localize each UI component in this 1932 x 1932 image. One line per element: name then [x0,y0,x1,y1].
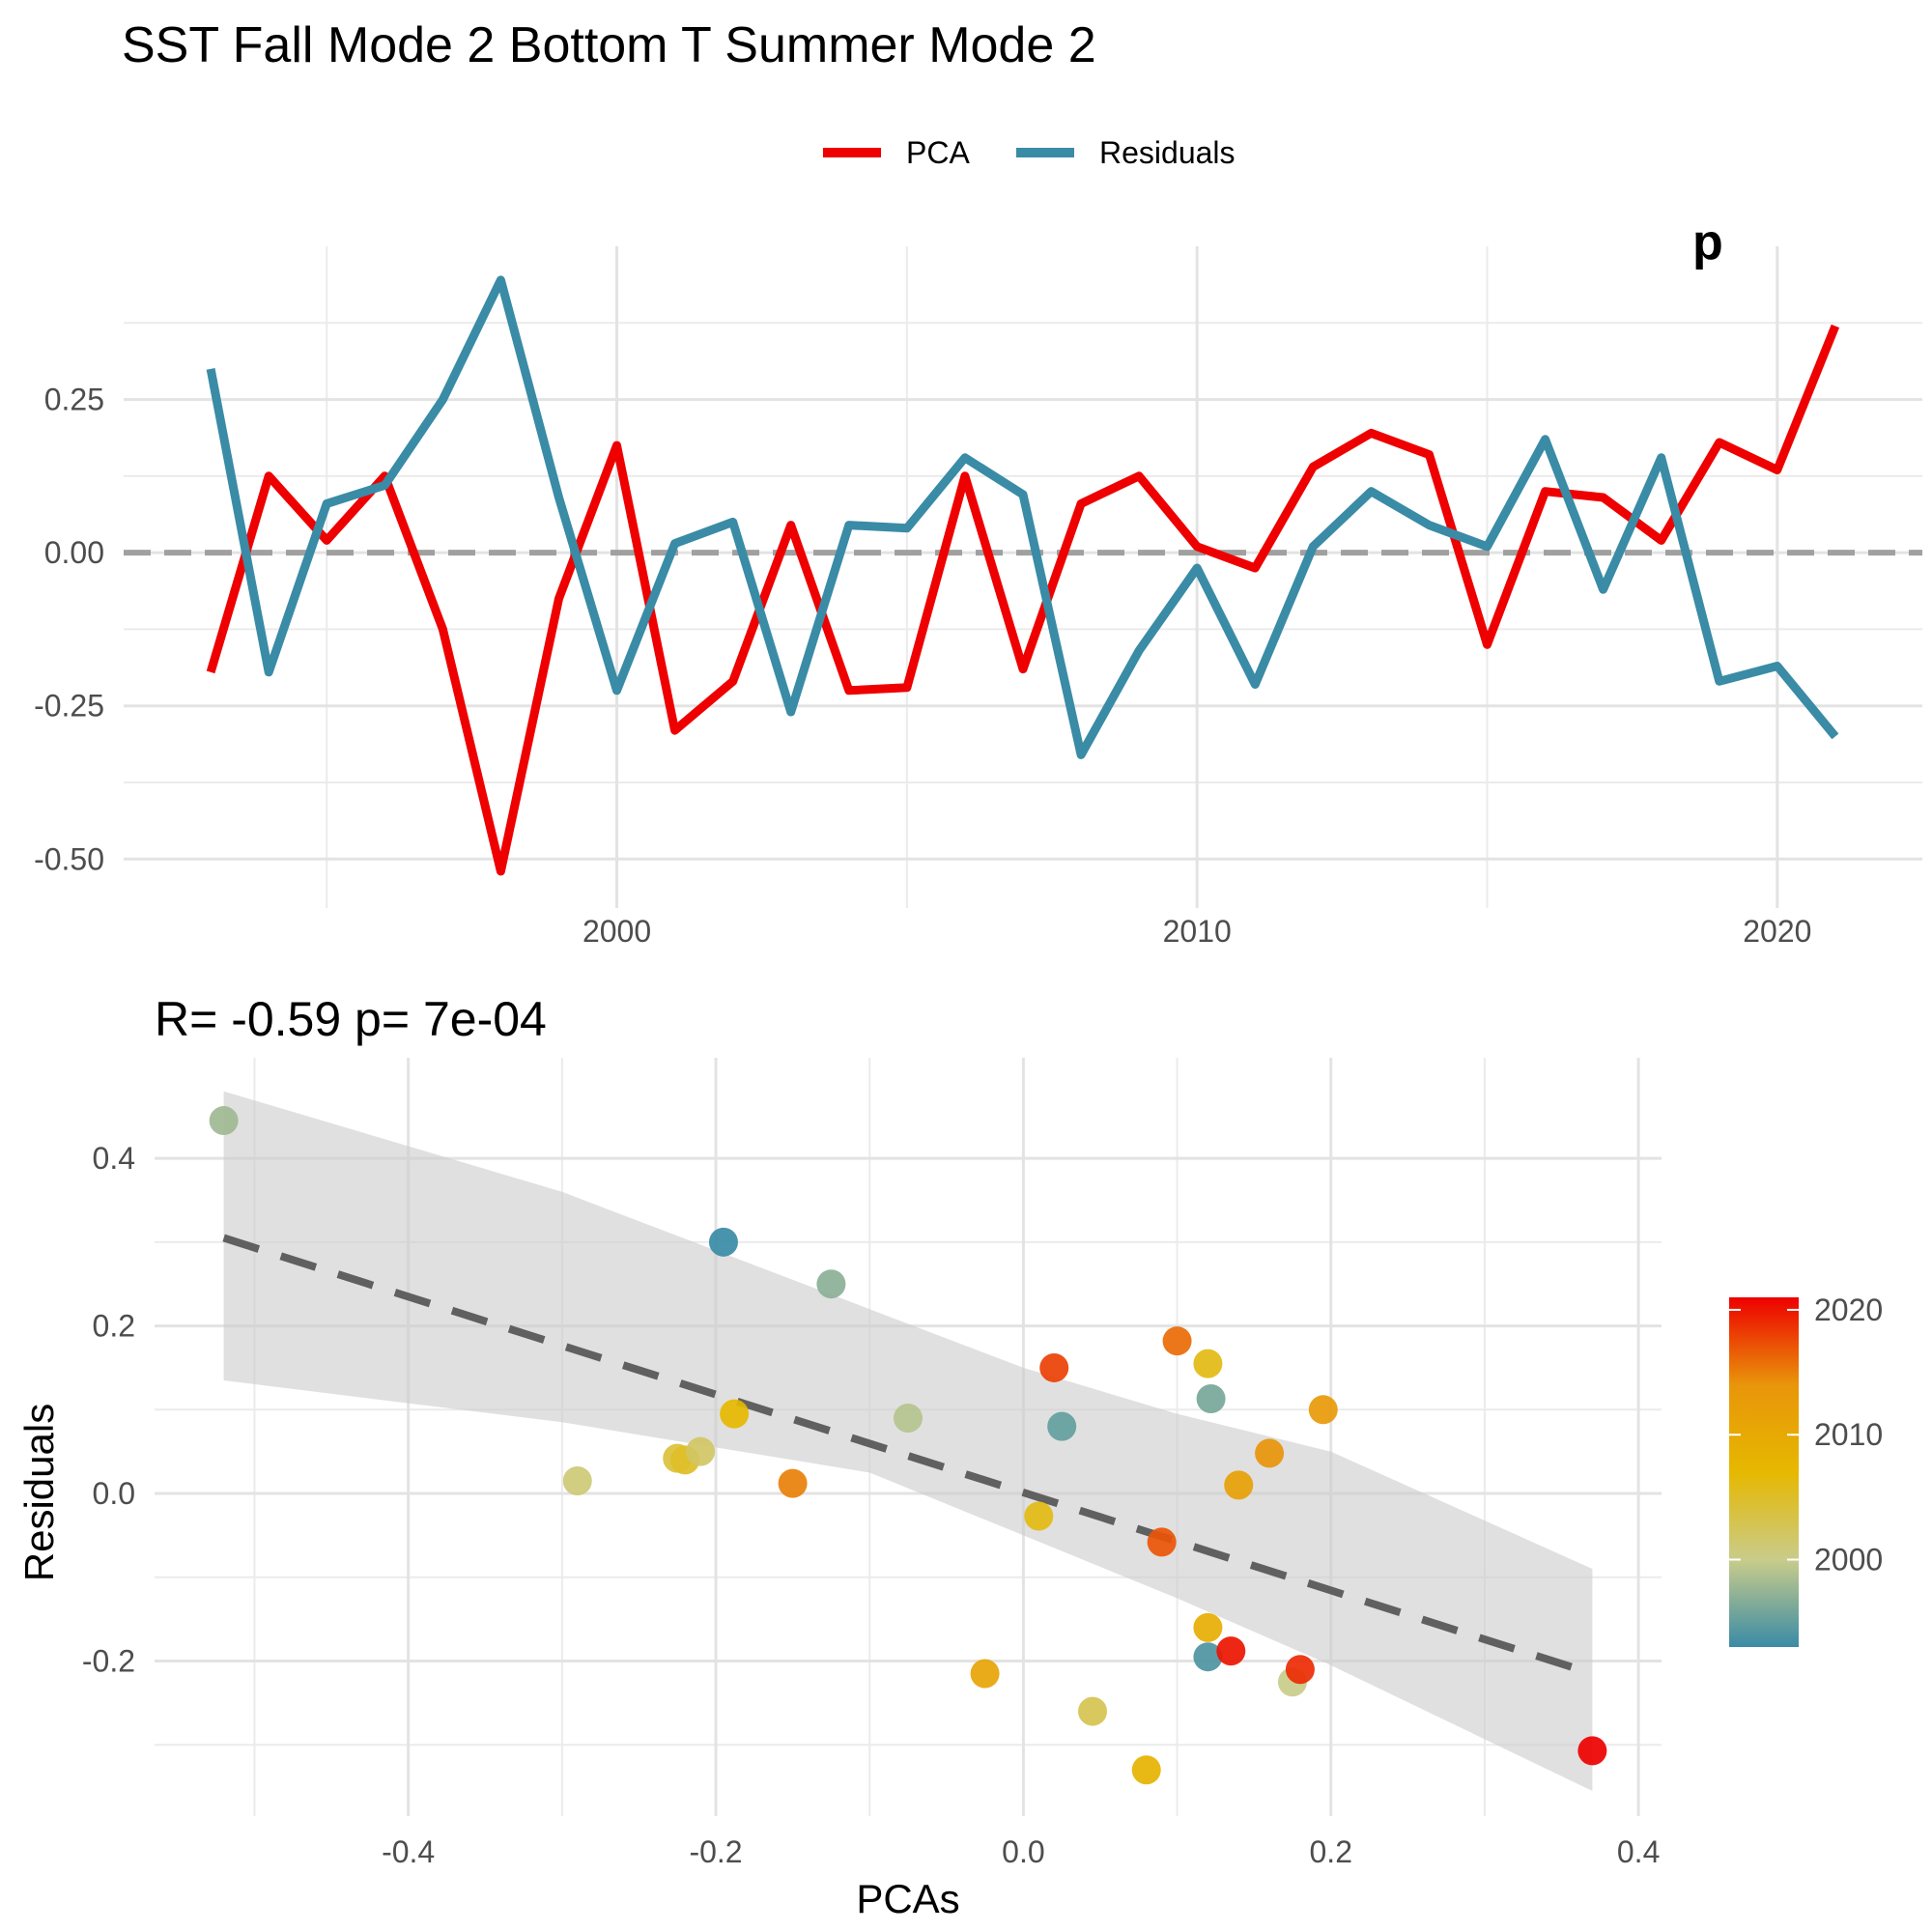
y-tick-label: 0.25 [44,383,104,417]
line-chart-grid [124,246,1922,908]
series-line-residuals [206,275,1839,759]
x-tick-label: -0.2 [689,1834,742,1869]
y-tick-label: 0.00 [44,535,104,570]
scatter-chart-tick-labels: -0.2 0.0 0.2 0.4 -0.4 -0.2 0.0 0.2 0.4 [82,1141,1661,1869]
scatter-point [1308,1395,1338,1425]
scatter-point [970,1659,1000,1689]
x-tick-label: 2020 [1743,914,1811,949]
scatter-point [816,1269,846,1299]
scatter-point [1193,1612,1223,1642]
x-tick-label: 0.0 [1002,1834,1044,1869]
x-tick-label: -0.4 [382,1834,435,1869]
scatter-point [562,1466,592,1496]
scatter-point [720,1399,750,1429]
scatter-point [1285,1655,1315,1685]
x-tick-label: 2010 [1163,914,1232,949]
y-tick-label: -0.2 [82,1644,135,1679]
x-tick-label: 2000 [582,914,651,949]
y-tick-label: 0.4 [93,1141,135,1176]
scatter-point [1216,1636,1246,1666]
scatter-x-axis-title: PCAs [856,1876,959,1921]
y-tick-label: -0.25 [34,689,104,724]
scatter-point [708,1227,738,1257]
scatter-point [1039,1352,1069,1382]
scatter-points [209,1106,1607,1785]
x-tick-label: 0.4 [1617,1834,1660,1869]
colorbar-gradient [1729,1297,1799,1647]
line-chart-tick-labels: -0.50 -0.25 0.00 0.25 2000 2010 2020 [34,383,1811,949]
scatter-point [1224,1470,1254,1500]
scatter-point [209,1106,239,1136]
y-tick-label: 0.0 [93,1476,135,1511]
scatter-point [1577,1736,1607,1766]
figure-title: SST Fall Mode 2 Bottom T Summer Mode 2 [122,17,1096,73]
y-tick-label: -0.50 [34,841,104,876]
scatter-point [894,1403,923,1433]
colorbar-tick-label: 2000 [1814,1543,1883,1577]
scatter-point [1255,1438,1285,1468]
scatter-point [778,1468,808,1498]
legend-label-residuals: Residuals [1099,135,1236,170]
year-colorbar: 2000 2010 2020 [1729,1293,1883,1647]
scatter-point [1024,1501,1054,1531]
scatter-point [1131,1755,1161,1785]
scatter-point [1162,1326,1192,1356]
colorbar-tick-label: 2010 [1814,1417,1883,1452]
line-chart-legend: PCA Residuals [823,135,1236,170]
legend-label-pca: PCA [906,135,970,170]
scatter-point [1047,1411,1077,1441]
confidence-band-area [223,1091,1593,1791]
line-chart-series [206,275,1840,876]
scatter-chart-title: R= -0.59 p= 7e-04 [155,992,547,1046]
series-line-pca [206,324,1840,876]
y-tick-label: 0.2 [93,1309,135,1344]
scatter-y-axis-title: Residuals [16,1404,62,1581]
scatter-point [1147,1527,1177,1557]
regression-confidence-band [222,1091,1594,1791]
scatter-point [686,1436,716,1466]
scatter-point [1196,1384,1226,1414]
colorbar-tick-label: 2020 [1814,1293,1883,1327]
x-tick-label: 0.2 [1310,1834,1352,1869]
scatter-point [1193,1349,1223,1378]
scatter-point [1078,1696,1108,1726]
scatter-point [1193,1642,1223,1672]
line-chart-corner-annotation: p [1692,214,1723,270]
